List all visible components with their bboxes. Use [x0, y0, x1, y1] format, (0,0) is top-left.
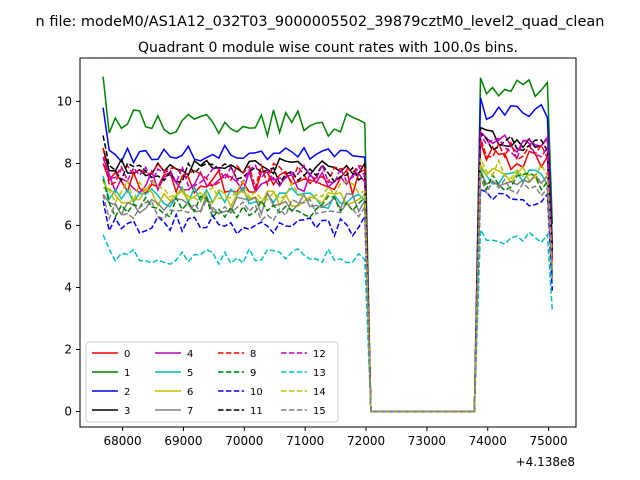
- legend-label-10: 10: [250, 387, 263, 398]
- y-axis: 0 2 4 6 8 10: [57, 94, 80, 418]
- legend-label-9: 9: [250, 368, 256, 379]
- series-line-15: [102, 176, 554, 413]
- legend-label-15: 15: [313, 406, 326, 417]
- x-tick-label: 68000: [104, 434, 142, 448]
- legend-box: [85, 341, 339, 423]
- plot-area: [102, 76, 554, 413]
- legend-label-13: 13: [313, 368, 326, 379]
- legend-label-6: 6: [187, 387, 193, 398]
- legend-label-1: 1: [124, 368, 130, 379]
- legend-label-8: 8: [250, 349, 256, 360]
- y-tick-label: 2: [64, 342, 72, 356]
- legend-label-12: 12: [313, 349, 326, 360]
- legend-label-5: 5: [187, 368, 193, 379]
- x-offset-label: +4.138e8: [516, 455, 575, 469]
- x-tick-label: 74000: [469, 434, 507, 448]
- legend-label-2: 2: [124, 387, 130, 398]
- series-line-11: [102, 132, 554, 413]
- chart-title: Quadrant 0 module wise count rates with …: [138, 40, 518, 56]
- series-line-14: [102, 158, 554, 413]
- series-line-12: [102, 132, 554, 413]
- axes-frame: [79, 57, 577, 428]
- y-tick-label: 10: [57, 94, 72, 108]
- legend-label-4: 4: [187, 349, 193, 360]
- x-tick-label: 71000: [286, 434, 324, 448]
- suptitle: n file: modeM0/AS1A12_032T03_9000005502_…: [36, 14, 605, 30]
- x-axis: 68000 69000 70000 71000 72000 73000 74000 75000: [104, 427, 568, 448]
- x-tick-label: 75000: [530, 434, 568, 448]
- legend-label-11: 11: [250, 406, 263, 417]
- y-tick-label: 0: [64, 404, 72, 418]
- legend-label-0: 0: [124, 349, 130, 360]
- x-tick-label: 72000: [347, 434, 385, 448]
- legend-label-3: 3: [124, 406, 130, 417]
- legend-label-14: 14: [313, 387, 326, 398]
- legend-label-7: 7: [187, 406, 193, 417]
- y-tick-label: 6: [64, 218, 72, 232]
- y-tick-label: 8: [64, 156, 72, 170]
- x-tick-label: 69000: [164, 434, 202, 448]
- series-line-13: [102, 227, 554, 413]
- y-tick-label: 4: [64, 280, 72, 294]
- x-tick-label: 73000: [408, 434, 446, 448]
- x-tick-label: 70000: [225, 434, 263, 448]
